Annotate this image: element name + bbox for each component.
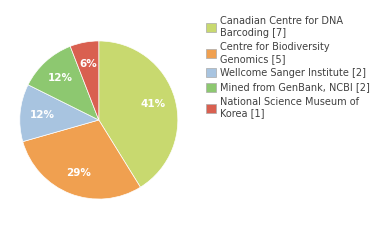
Text: 12%: 12% <box>30 110 55 120</box>
Wedge shape <box>23 120 140 199</box>
Wedge shape <box>70 41 99 120</box>
Text: 12%: 12% <box>48 73 73 83</box>
Legend: Canadian Centre for DNA
Barcoding [7], Centre for Biodiversity
Genomics [5], Wel: Canadian Centre for DNA Barcoding [7], C… <box>206 16 370 119</box>
Text: 29%: 29% <box>66 168 91 178</box>
Wedge shape <box>99 41 178 187</box>
Text: 41%: 41% <box>141 99 166 109</box>
Wedge shape <box>28 46 99 120</box>
Text: 6%: 6% <box>79 59 97 69</box>
Wedge shape <box>20 85 99 142</box>
